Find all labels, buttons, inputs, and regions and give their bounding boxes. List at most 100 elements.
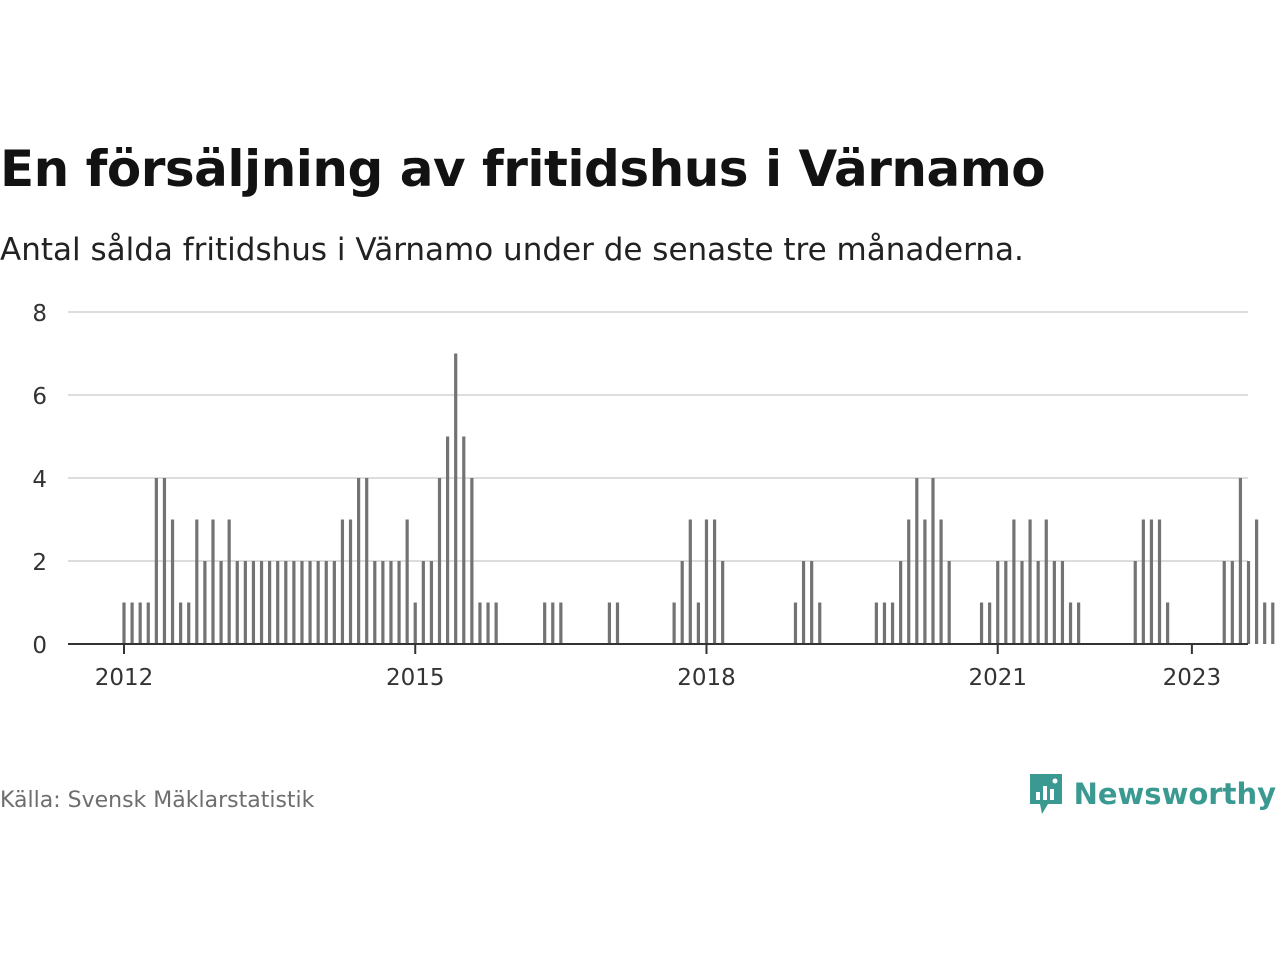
brand-name: Newsworthy (1073, 777, 1276, 811)
bar (170, 519, 175, 644)
bar (243, 561, 247, 644)
bar (1036, 561, 1040, 644)
bar (915, 478, 919, 644)
bar (429, 561, 434, 644)
bar (211, 519, 215, 644)
bar (454, 353, 458, 644)
bar (259, 561, 264, 644)
bar (899, 561, 903, 644)
bar (1012, 519, 1016, 644)
bar (939, 519, 943, 644)
x-tick-label: 2023 (1163, 665, 1222, 691)
y-tick-label: 2 (32, 550, 47, 576)
x-tick-label: 2021 (968, 665, 1027, 691)
bar (219, 561, 223, 644)
bar (203, 561, 207, 644)
bar (810, 561, 814, 644)
bar (146, 602, 150, 644)
axes (68, 643, 1248, 654)
bar (324, 561, 328, 644)
x-tick-label: 2018 (677, 665, 736, 691)
bar (340, 519, 345, 644)
bar (1157, 519, 1162, 644)
bars (122, 353, 1275, 644)
bar (365, 478, 369, 644)
bar (1271, 602, 1275, 644)
bar (1028, 519, 1032, 644)
bar (907, 519, 911, 644)
bar (1222, 561, 1226, 644)
bar (1077, 602, 1081, 644)
bar (1255, 519, 1259, 644)
bar (1044, 519, 1048, 644)
bar (357, 478, 361, 644)
labels: 02468201220152018202120231 (32, 301, 1222, 691)
bar (437, 478, 442, 644)
bar (947, 561, 951, 644)
y-tick-label: 4 (32, 467, 47, 493)
bar (1141, 519, 1145, 644)
bar (1149, 519, 1154, 644)
x-tick-label: 2015 (386, 665, 445, 691)
bar (187, 602, 191, 644)
bar (1246, 561, 1251, 644)
bar (389, 561, 393, 644)
bar (235, 561, 239, 644)
bar (251, 561, 256, 644)
bar (162, 478, 167, 644)
bar (478, 602, 482, 644)
bar (284, 561, 288, 644)
bar (923, 519, 927, 644)
bar (882, 602, 887, 644)
y-tick-label: 8 (32, 301, 47, 327)
bar (179, 602, 183, 644)
bar (292, 561, 296, 644)
bar (470, 478, 474, 644)
bar (721, 561, 725, 644)
bar (688, 519, 692, 644)
bar (696, 602, 700, 644)
bar-chart: 02468201220152018202120231 (32, 301, 1275, 691)
bar (1004, 561, 1008, 644)
newsworthy-logo: Newsworthy (1028, 772, 1276, 816)
bar (486, 602, 490, 644)
y-tick-label: 0 (32, 633, 47, 659)
bar (551, 602, 555, 644)
bar (615, 602, 620, 644)
bar (1230, 561, 1234, 644)
bar (818, 602, 822, 644)
bar (680, 561, 684, 644)
bar (607, 602, 611, 644)
bar (704, 519, 709, 644)
bar (996, 561, 1000, 644)
bar (793, 602, 798, 644)
bar (1166, 602, 1170, 644)
chart-subtitle: Antal sålda fritidshus i Värnamo under d… (0, 232, 1024, 268)
bar (446, 436, 450, 644)
bar (1060, 561, 1065, 644)
x-tick-label: 2012 (95, 665, 154, 691)
bar (988, 602, 992, 644)
bar (1263, 602, 1267, 644)
bar (1238, 478, 1243, 644)
bar (373, 561, 377, 644)
bar (130, 602, 134, 644)
gridlines (68, 311, 1248, 562)
bar (381, 561, 385, 644)
bar (1052, 561, 1056, 644)
bar (397, 561, 401, 644)
bar (421, 561, 425, 644)
bar (874, 602, 878, 644)
bar (931, 478, 935, 644)
bar (543, 602, 547, 644)
chart-title: En försäljning av fritidshus i Värnamo (0, 140, 1046, 198)
bar (300, 561, 304, 644)
bar (348, 519, 353, 644)
bar (195, 519, 199, 644)
bar (979, 602, 984, 644)
source-note: Källa: Svensk Mäklarstatistik (0, 788, 315, 813)
bar (801, 561, 806, 644)
bar (154, 478, 158, 644)
bar (316, 561, 320, 644)
bar (1133, 561, 1137, 644)
